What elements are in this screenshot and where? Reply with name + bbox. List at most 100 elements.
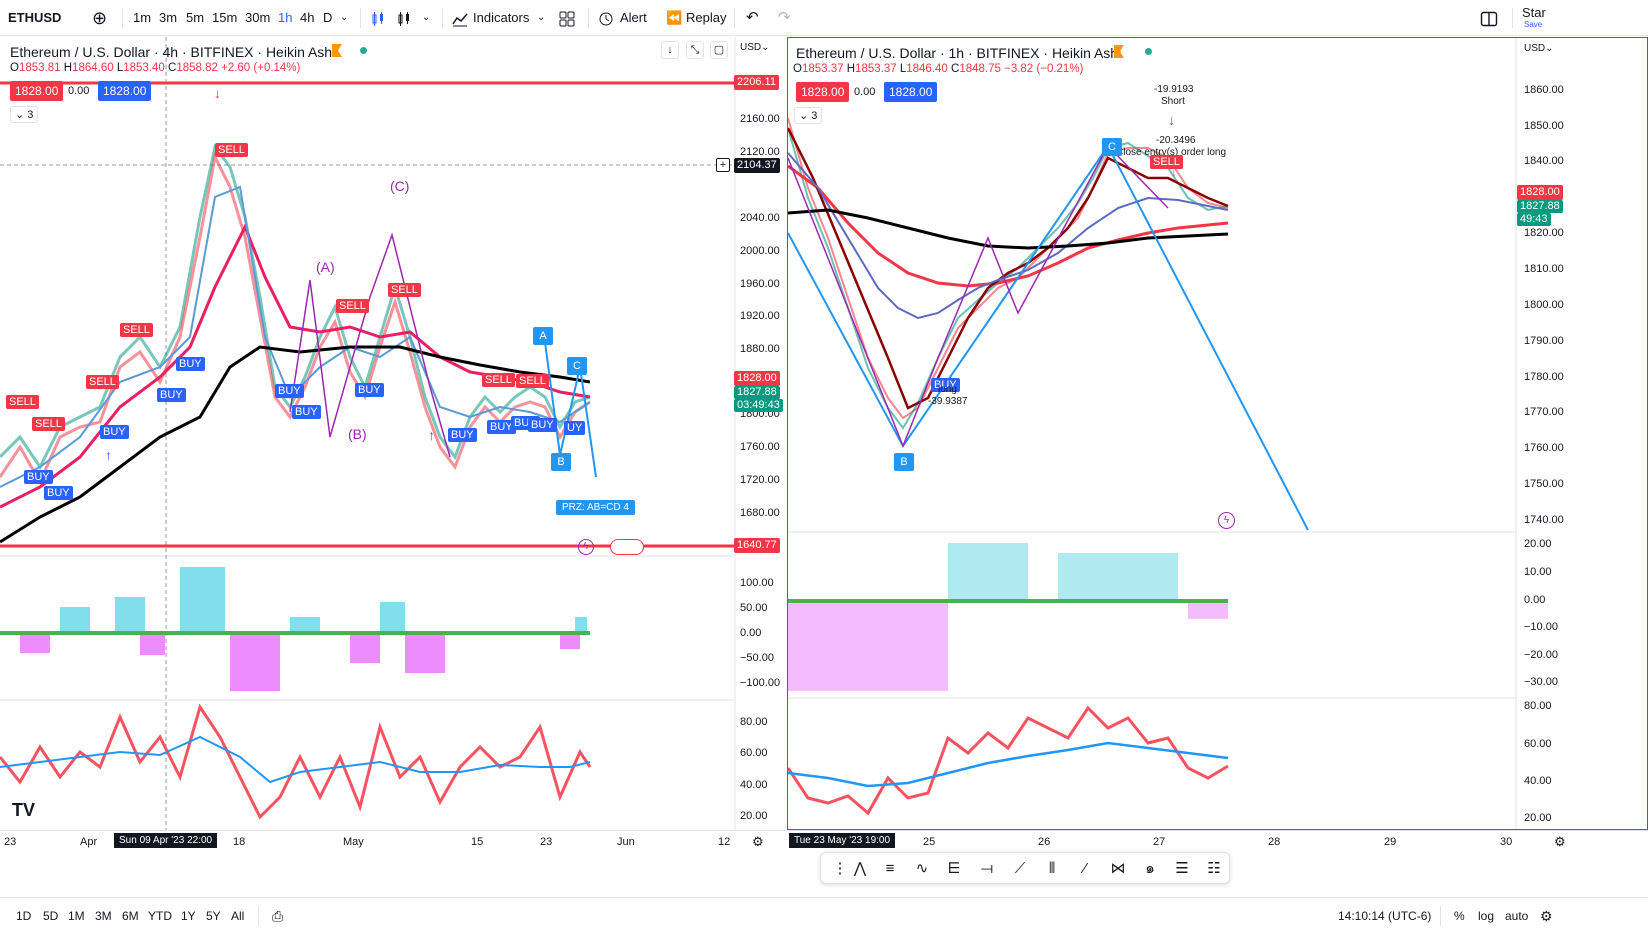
range-6m[interactable]: 6M bbox=[122, 909, 139, 923]
layout-split-icon[interactable] bbox=[1480, 0, 1498, 36]
range-ytd[interactable]: YTD bbox=[148, 909, 172, 923]
left-add-price-icon[interactable]: + bbox=[716, 158, 730, 172]
range-5d[interactable]: 5D bbox=[43, 909, 59, 923]
timeframe-30m[interactable]: 30m bbox=[245, 10, 271, 25]
timeframe-D[interactable]: D bbox=[323, 10, 333, 25]
fib-spiral-icon[interactable]: ๑ bbox=[1145, 860, 1155, 877]
timeframe-dropdown-icon[interactable]: ⌄ bbox=[340, 12, 349, 23]
layout-name[interactable]: Star bbox=[1522, 5, 1546, 20]
timeframe-1m[interactable]: 1m bbox=[133, 10, 152, 25]
auto-toggle[interactable]: auto bbox=[1505, 909, 1529, 923]
left-sell-button[interactable]: 1828.00 bbox=[10, 81, 64, 101]
undo-icon[interactable]: ↶ bbox=[746, 9, 759, 26]
tradingview-logo-icon[interactable]: TV bbox=[12, 800, 36, 820]
left-price-tick: 2120.00 bbox=[740, 146, 780, 158]
left-ohlc: O1853.81 H1864.60 L1853.40 C1858.82 +2.6… bbox=[10, 62, 301, 74]
right-chart-title: Ethereum / U.S. Dollar · 1h · BITFINEX ·… bbox=[796, 45, 1122, 61]
sell-signal-label: SELL bbox=[482, 373, 515, 387]
horizontal-ray-icon[interactable]: ⟞ bbox=[980, 860, 994, 877]
drag-handle-icon[interactable]: ⋮ bbox=[832, 860, 848, 877]
indicators-icon[interactable] bbox=[452, 0, 468, 36]
right-settings-icon[interactable]: ⚙ bbox=[1554, 834, 1566, 849]
indicators-dropdown-icon[interactable]: ⌄ bbox=[537, 12, 546, 23]
right-indicators-toggle[interactable]: ⌄ 3 bbox=[794, 107, 823, 124]
right-crosshair-time: Tue 23 May '23 19:00 bbox=[789, 833, 896, 848]
sell-signal-label: SELL bbox=[215, 143, 248, 157]
left-fullscreen-icon[interactable]: ▢ bbox=[710, 41, 728, 59]
right-price-tick: 1790.00 bbox=[1524, 335, 1564, 347]
fib-channel-icon[interactable]: ⋿ bbox=[947, 860, 961, 877]
pitchfork-icon[interactable]: ☷ bbox=[1207, 860, 1221, 877]
left-time-axis[interactable]: 23 Apr 18 May 15 23 Jun 12 Sun 09 Apr '2… bbox=[0, 830, 786, 852]
right-rsi-tick: 20.00 bbox=[1524, 812, 1552, 824]
left-price-tick: 1720.00 bbox=[740, 474, 780, 486]
timeframe-5m[interactable]: 5m bbox=[186, 10, 205, 25]
alert-icon[interactable] bbox=[598, 0, 614, 36]
chart-settings-icon[interactable]: ⚙ bbox=[1540, 908, 1553, 924]
left-chart-pane[interactable]: Ethereum / U.S. Dollar · 4h · BITFINEX ·… bbox=[0, 37, 786, 830]
alert-button[interactable]: Alert bbox=[620, 10, 647, 25]
bars-pattern-icon[interactable]: ⦀ bbox=[1048, 860, 1056, 877]
xabcd-pattern-icon[interactable]: ⋀ bbox=[853, 860, 867, 877]
left-scroll-down-icon[interactable]: ↓ bbox=[661, 41, 679, 59]
range-3m[interactable]: 3M bbox=[95, 909, 112, 923]
timeframe-1h[interactable]: 1h bbox=[278, 10, 293, 25]
chart-type-dropdown-icon[interactable]: ⌄ bbox=[422, 12, 431, 23]
layout-grid-icon[interactable] bbox=[559, 0, 575, 36]
left-lightning-icon[interactable]: ϟ bbox=[578, 539, 594, 555]
trend-line-icon[interactable]: ⟋ bbox=[1014, 860, 1026, 877]
right-chart-pane[interactable]: Ethereum / U.S. Dollar · 1h · BITFINEX ·… bbox=[787, 37, 1648, 830]
bar-style-icon[interactable] bbox=[370, 0, 386, 36]
replay-icon[interactable]: ⏪ bbox=[666, 10, 683, 25]
symbol-search[interactable]: ETHUSD bbox=[8, 10, 62, 25]
compare-add-icon[interactable]: ⊕ bbox=[92, 8, 108, 28]
buy-signal-label: BUY bbox=[355, 383, 384, 397]
left-maximize-icon[interactable]: ⤡ bbox=[686, 41, 704, 59]
right-time-tick: 26 bbox=[1038, 836, 1051, 848]
range-all[interactable]: All bbox=[231, 909, 245, 923]
left-time-tick: Jun bbox=[617, 836, 635, 848]
left-buy-button[interactable]: 1828.00 bbox=[98, 81, 152, 101]
ray-icon[interactable]: ⁄ bbox=[1083, 860, 1087, 877]
right-macd-tick: 10.00 bbox=[1524, 566, 1552, 578]
right-price-tick: 1800.00 bbox=[1524, 299, 1564, 311]
right-buy-button[interactable]: 1828.00 bbox=[884, 82, 938, 102]
right-lightning-icon[interactable]: ϟ bbox=[1218, 512, 1235, 529]
left-price-tick: 2000.00 bbox=[740, 245, 780, 257]
range-1d[interactable]: 1D bbox=[16, 909, 32, 923]
timeframe-3m[interactable]: 3m bbox=[159, 10, 178, 25]
range-5y[interactable]: 5Y bbox=[206, 909, 221, 923]
right-flag-icon[interactable] bbox=[1114, 45, 1124, 58]
save-button[interactable]: Save bbox=[1524, 20, 1543, 29]
fib-retracement-icon[interactable]: ☰ bbox=[1175, 860, 1189, 877]
left-currency-selector[interactable]: USD⌄ bbox=[740, 42, 770, 53]
log-toggle[interactable]: log bbox=[1478, 909, 1495, 923]
left-settings-icon[interactable]: ⚙ bbox=[752, 834, 764, 849]
replay-button[interactable]: Replay bbox=[686, 10, 727, 25]
clock-timezone[interactable]: 14:10:14 (UTC-6) bbox=[1338, 909, 1432, 923]
timeframe-15m[interactable]: 15m bbox=[212, 10, 238, 25]
left-time-tick: 23 bbox=[4, 836, 17, 848]
left-time-tick: 23 bbox=[540, 836, 553, 848]
abcd-pattern-icon[interactable]: ⋈ bbox=[1110, 860, 1126, 877]
goto-date-icon[interactable]: ⎙ bbox=[272, 908, 284, 924]
candle-style-icon[interactable] bbox=[396, 0, 412, 36]
elliott-wave-icon[interactable]: ∿ bbox=[915, 860, 929, 877]
left-indicators-toggle[interactable]: ⌄ 3 bbox=[10, 106, 39, 123]
horizontal-lines-icon[interactable]: ≡ bbox=[885, 860, 895, 877]
indicators-button[interactable]: Indicators bbox=[473, 10, 530, 25]
right-time-tick: 28 bbox=[1268, 836, 1281, 848]
left-events-icon[interactable] bbox=[610, 539, 644, 555]
timeframe-4h[interactable]: 4h bbox=[300, 10, 315, 25]
buy-signal-label: BUY bbox=[157, 388, 186, 402]
buy-signal-label: BUY bbox=[44, 486, 73, 500]
right-currency-selector[interactable]: USD⌄ bbox=[1524, 43, 1554, 54]
percent-toggle[interactable]: % bbox=[1454, 909, 1465, 923]
right-sell-button[interactable]: 1828.00 bbox=[796, 82, 850, 102]
range-1y[interactable]: 1Y bbox=[181, 909, 196, 923]
left-flag-icon[interactable] bbox=[332, 44, 342, 57]
redo-icon[interactable]: ↷ bbox=[778, 9, 791, 26]
range-1m[interactable]: 1M bbox=[68, 909, 85, 923]
long-value: -39.9387 bbox=[928, 396, 968, 407]
right-time-axis[interactable]: Tue 23 May '23 19:00 25 26 27 28 29 30 ⚙ bbox=[787, 830, 1648, 852]
